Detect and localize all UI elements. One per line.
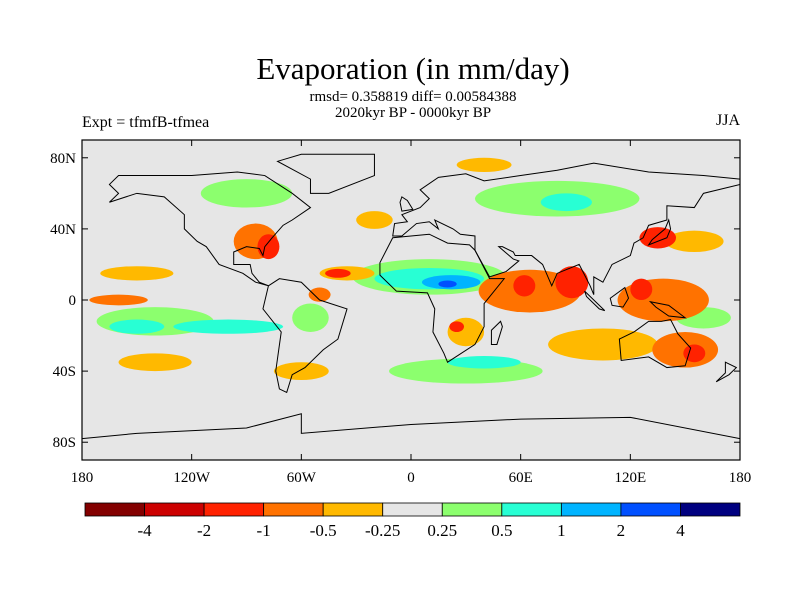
colorbar-label: -2 — [197, 521, 211, 540]
anomaly-region — [665, 230, 724, 252]
y-tick-label: 0 — [69, 293, 77, 309]
colorbar-swatch — [84, 502, 145, 517]
anomaly-region — [356, 211, 393, 229]
coastline-greenland — [276, 153, 375, 194]
coastline-south-america — [262, 278, 348, 394]
anomaly-region — [273, 362, 329, 380]
coastline-sumatra — [584, 290, 606, 312]
coastlines — [82, 153, 740, 440]
anomaly-region — [447, 317, 485, 347]
x-tick-label: 60W — [287, 470, 317, 486]
coastline-new-guinea — [648, 300, 687, 319]
coastline-borneo — [609, 286, 630, 308]
colorbar-swatch — [620, 502, 681, 517]
anomaly-region — [109, 319, 165, 334]
anomaly-region — [438, 280, 457, 288]
y-tick-label: 40S — [53, 364, 76, 380]
anomaly-region — [630, 278, 653, 301]
anomaly-region — [292, 303, 329, 332]
colorbar-label: 1 — [557, 521, 566, 540]
anomaly-region — [100, 266, 174, 281]
anomaly-region — [200, 179, 293, 208]
y-tick-label: 80N — [50, 151, 76, 167]
coastline-africa — [379, 233, 506, 363]
coastline-japan — [647, 218, 672, 246]
experiment-label: Expt = tfmfB-tfmea — [82, 114, 210, 131]
colorbar-swatch — [144, 502, 205, 517]
x-tick-label: 120E — [614, 470, 646, 486]
y-tick-label: 40N — [50, 222, 76, 238]
anomaly-region — [548, 328, 658, 361]
colorbar-swatch — [560, 502, 622, 517]
colorbar-label: -1 — [257, 521, 271, 540]
colorbar-label: -0.25 — [365, 521, 400, 540]
period-subtitle: 2020kyr BP - 0000kyr BP — [334, 105, 492, 121]
x-tick-label: 60E — [509, 470, 533, 486]
colorbar-swatch — [322, 502, 384, 517]
anomaly-region — [257, 234, 280, 260]
colorbar-swatch — [263, 502, 324, 517]
colorbar-label: -0.5 — [310, 521, 337, 540]
anomaly-region — [449, 321, 465, 332]
anomaly-region — [89, 294, 148, 306]
anomaly-region — [118, 353, 192, 372]
coastline-antarctica — [82, 413, 740, 440]
coastline-uk — [399, 196, 414, 212]
x-tick-label: 120W — [173, 470, 211, 486]
anomaly-region — [513, 275, 536, 297]
coastline-new-zealand — [715, 361, 738, 383]
anomaly-region — [325, 268, 351, 278]
colorbar-label: 0.5 — [491, 521, 512, 540]
anomaly-region — [447, 356, 521, 369]
colorbar-label: 4 — [676, 521, 685, 540]
anomaly-region — [683, 344, 706, 363]
coastline-eurasia — [392, 162, 740, 295]
x-tick-label: 180 — [71, 470, 94, 486]
colorbar-swatch — [501, 502, 562, 517]
anomaly-region — [456, 157, 512, 172]
colorbar-label: 2 — [617, 521, 626, 540]
season-label: JJA — [716, 112, 741, 129]
y-tick-label: 80S — [53, 435, 76, 451]
colorbar-label: 0.25 — [427, 521, 457, 540]
stats-subtitle: rmsd= 0.358819 diff= 0.00584388 — [309, 89, 517, 105]
x-tick-label: 0 — [407, 470, 415, 486]
anomaly-region — [308, 287, 331, 302]
anomaly-region — [540, 193, 592, 212]
anomaly-region — [555, 266, 589, 299]
plot-title: Evaporation (in mm/day) — [256, 51, 570, 86]
anomaly-region — [173, 319, 284, 334]
colorbar-swatch — [441, 502, 503, 517]
colorbar-swatch — [680, 502, 741, 517]
x-tick-label: 180 — [729, 470, 752, 486]
colorbar-swatch — [203, 502, 265, 517]
coastline-north-america — [108, 171, 312, 287]
coastline-australia — [618, 318, 692, 369]
anomaly-region — [639, 227, 677, 249]
colorbar-label: -4 — [137, 521, 152, 540]
anomaly-region — [617, 278, 709, 322]
colorbar-swatch — [382, 502, 443, 517]
coastline-madagascar — [490, 320, 503, 345]
